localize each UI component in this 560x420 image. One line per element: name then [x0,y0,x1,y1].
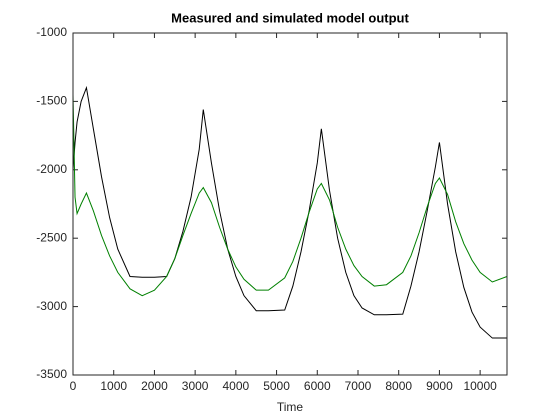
x-tick-label: 3000 [182,379,209,393]
x-tick-label: 7000 [345,379,372,393]
x-tick-label: 5000 [263,379,290,393]
x-tick-label: 6000 [304,379,331,393]
x-axis-label: Time [277,400,304,414]
series-line [72,94,508,297]
y-tick-label: -1500 [36,94,67,108]
y-tick-label: -2000 [36,162,67,176]
x-tick-label: 10000 [463,379,497,393]
x-tick-label: 9000 [426,379,453,393]
axes-box [72,32,508,376]
x-tick-label: 0 [70,379,77,393]
x-tick-label: 4000 [223,379,250,393]
chart-title: Measured and simulated model output [171,10,409,25]
y-tick-label: -3500 [36,367,67,381]
series-line [72,85,507,339]
x-tick-label: 8000 [385,379,412,393]
y-tick-label: -1000 [36,25,67,39]
x-tick-label: 1000 [100,379,127,393]
y-tick-label: -2500 [36,230,67,244]
x-tick-label: 2000 [141,379,168,393]
y-tick-label: -3000 [36,299,67,313]
